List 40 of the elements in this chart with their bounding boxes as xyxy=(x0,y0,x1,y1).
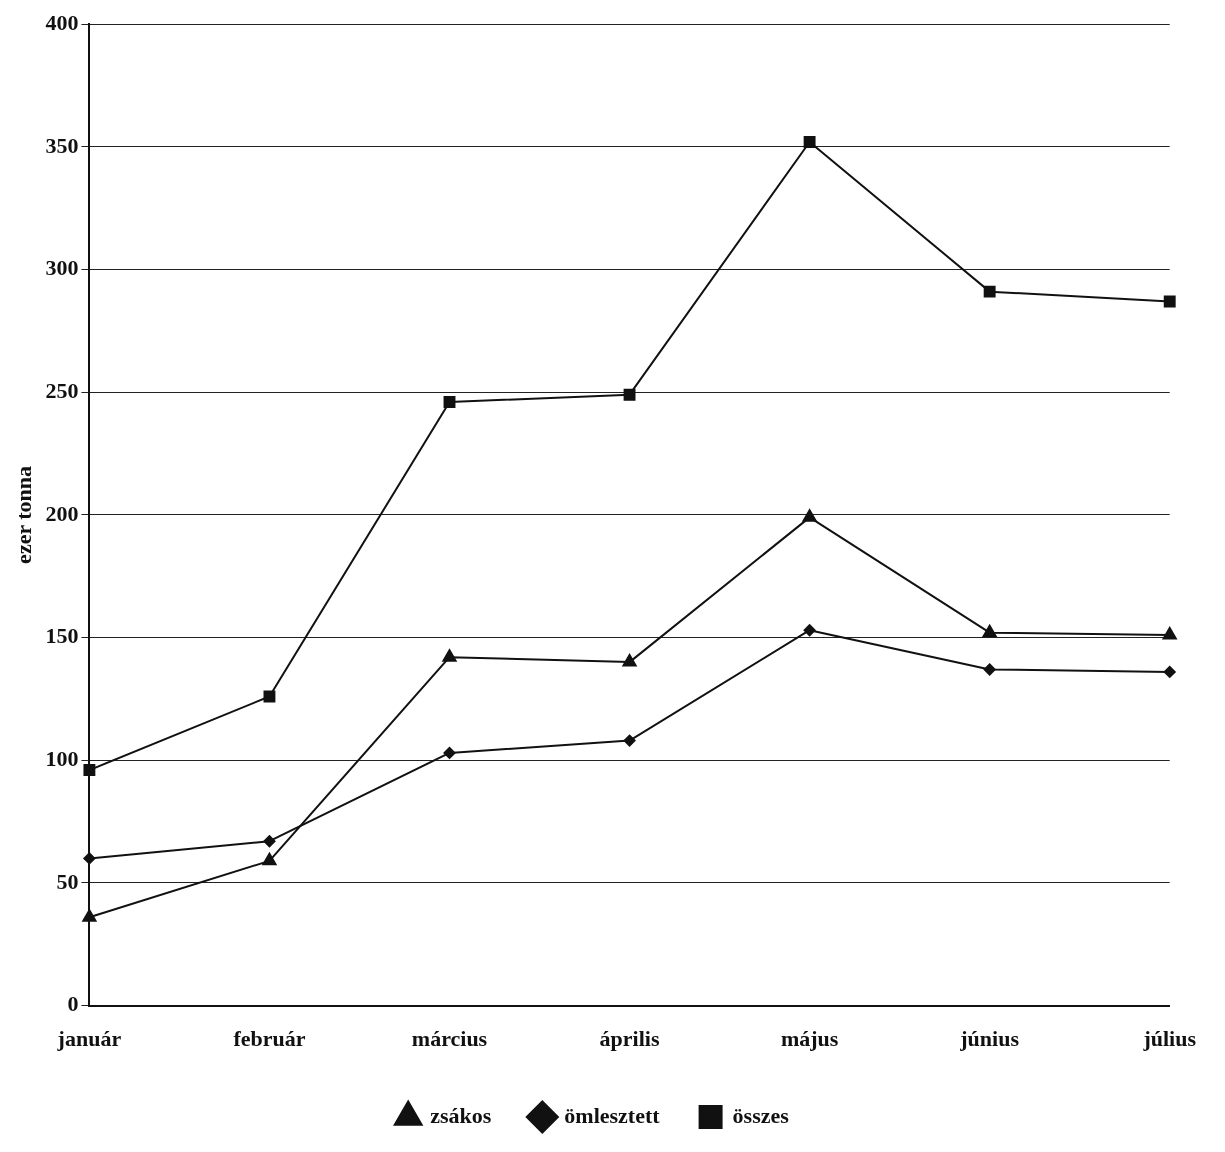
point xyxy=(262,852,277,866)
y-tick-label: 350 xyxy=(45,132,79,158)
y-tick-label: 250 xyxy=(45,377,79,403)
point xyxy=(1163,665,1176,678)
point xyxy=(443,746,456,759)
y-tick-label: 100 xyxy=(45,745,79,771)
point xyxy=(622,654,637,667)
y-tick-label: 50 xyxy=(56,868,79,894)
point xyxy=(623,734,636,747)
point xyxy=(83,852,96,865)
point xyxy=(983,285,996,298)
point xyxy=(802,509,817,522)
point xyxy=(982,624,997,638)
x-tick-label: május xyxy=(780,1026,839,1052)
y-tick-label: 400 xyxy=(45,9,79,35)
x-tick-label: január xyxy=(56,1026,122,1052)
point xyxy=(442,649,457,662)
y-tick-label: 0 xyxy=(67,991,79,1017)
point xyxy=(1163,295,1176,308)
point xyxy=(1162,627,1177,640)
point xyxy=(983,663,996,676)
point xyxy=(803,136,816,148)
x-tick-label: február xyxy=(233,1026,306,1052)
x-tick-label: június xyxy=(959,1026,1020,1052)
legend-label: ömlesztett xyxy=(564,1102,661,1128)
point xyxy=(443,396,456,408)
y-tick-label: 200 xyxy=(45,500,79,526)
y-axis-title: ezer tonna xyxy=(10,465,36,564)
point xyxy=(623,388,636,401)
x-tick-label: április xyxy=(599,1026,660,1052)
x-tick-label: március xyxy=(411,1026,488,1052)
legend-label: zsákos xyxy=(430,1102,492,1128)
y-tick-label: 150 xyxy=(45,623,79,649)
point xyxy=(263,835,276,848)
y-tick-label: 300 xyxy=(45,255,79,281)
legend-label: összes xyxy=(732,1102,790,1128)
point xyxy=(83,764,96,777)
point xyxy=(82,909,97,922)
x-tick-label: július xyxy=(1142,1026,1197,1052)
point xyxy=(803,624,816,637)
